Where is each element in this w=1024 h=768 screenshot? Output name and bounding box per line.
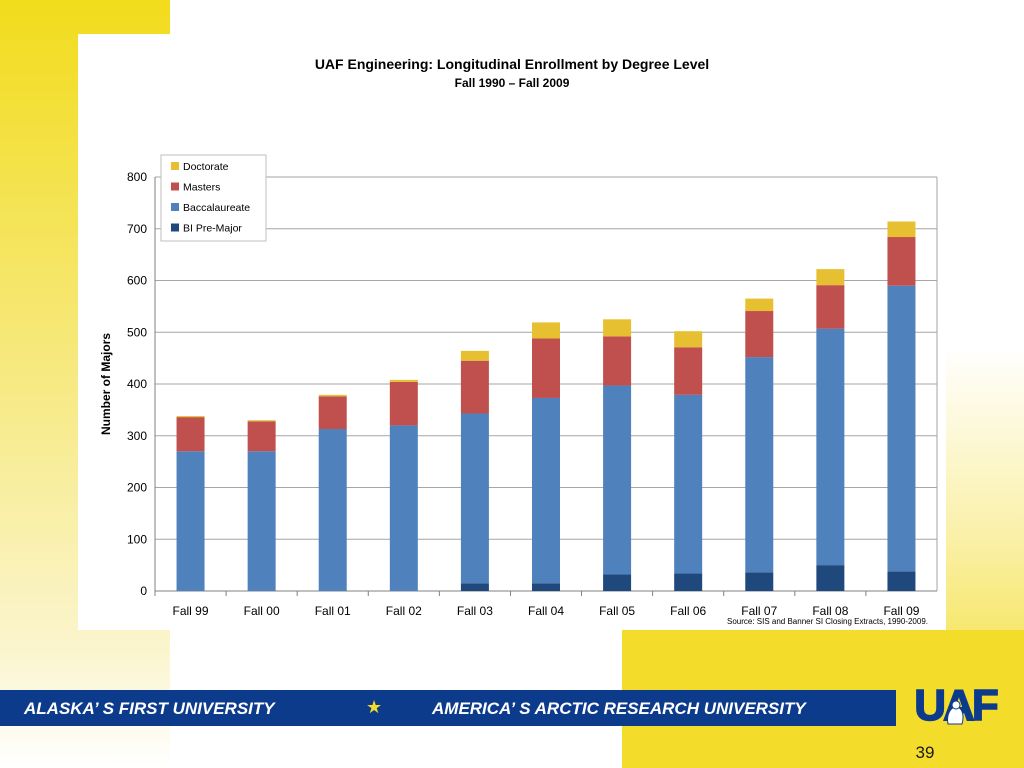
x-tick-label: Fall 06 bbox=[670, 604, 706, 618]
bar-segment bbox=[318, 429, 347, 591]
page-number: 39 bbox=[915, 743, 935, 762]
legend-swatch bbox=[171, 203, 179, 211]
x-tick-label: Fall 09 bbox=[883, 604, 919, 618]
y-tick-label: 100 bbox=[127, 532, 147, 546]
banner-left-text: ALASKA’ S FIRST UNIVERSITY bbox=[24, 699, 275, 718]
bar-segment bbox=[887, 285, 916, 572]
y-tick-label: 400 bbox=[127, 377, 147, 391]
slide-title: UAF Engineering: Longitudinal Enrollment… bbox=[314, 56, 710, 72]
source-note: Source: SIS and Banner SI Closing Extrac… bbox=[726, 617, 928, 626]
x-tick-label: Fall 04 bbox=[528, 604, 564, 618]
bar-segment bbox=[318, 394, 347, 397]
bar-segment bbox=[816, 565, 845, 591]
bar-segment bbox=[460, 350, 489, 361]
bar-segment bbox=[247, 451, 276, 591]
bar-segment bbox=[674, 347, 703, 395]
x-tick-label: Fall 01 bbox=[315, 604, 351, 618]
bar-segment bbox=[532, 397, 560, 584]
bar-segment bbox=[460, 583, 489, 591]
bar-segment bbox=[887, 221, 916, 238]
legend-entry: Baccalaureate bbox=[183, 202, 250, 214]
bar-segment bbox=[816, 285, 845, 329]
x-tick-label: Fall 05 bbox=[599, 604, 635, 618]
legend-swatch bbox=[171, 182, 179, 191]
slide-subtitle: Fall 1990 – Fall 2009 bbox=[454, 76, 570, 90]
x-tick-label: Fall 02 bbox=[386, 604, 422, 618]
bar-segment bbox=[745, 357, 774, 573]
bar-segment bbox=[389, 381, 418, 426]
bar-segment bbox=[247, 421, 276, 452]
x-tick-label: Fall 00 bbox=[244, 604, 280, 618]
bar-segment bbox=[887, 237, 916, 286]
bar-segment bbox=[532, 338, 560, 398]
bar-segment bbox=[603, 385, 632, 575]
bar-segment bbox=[176, 451, 205, 591]
bar-segment bbox=[389, 425, 418, 591]
bar-segment bbox=[887, 571, 916, 591]
x-tick-label: Fall 03 bbox=[457, 604, 493, 618]
footer-banner: ALASKA’ S FIRST UNIVERSITY ★ AMERICA’ S … bbox=[0, 690, 896, 726]
bar-segment bbox=[176, 416, 205, 418]
y-tick-label: 0 bbox=[140, 584, 147, 598]
bar-segment bbox=[460, 360, 489, 414]
bar-segment bbox=[247, 420, 276, 422]
x-tick-label: Fall 07 bbox=[741, 604, 777, 618]
y-tick-label: 200 bbox=[127, 481, 147, 495]
bar-segment bbox=[674, 331, 703, 348]
x-tick-label: Fall 99 bbox=[173, 604, 209, 618]
bar-segment bbox=[745, 298, 774, 312]
legend-entry: Masters bbox=[183, 182, 220, 194]
bar-segment bbox=[816, 328, 845, 566]
bar-segment bbox=[745, 572, 774, 591]
y-tick-label: 300 bbox=[127, 429, 147, 443]
bar-segment bbox=[603, 574, 632, 591]
bar-segment bbox=[816, 269, 845, 286]
bar-segment bbox=[674, 394, 703, 574]
legend-swatch bbox=[171, 162, 179, 170]
uaf-nanook-logo-icon: UAF bbox=[914, 680, 1000, 728]
bar-segment bbox=[176, 417, 205, 452]
star-icon: ★ bbox=[366, 697, 383, 717]
y-tick-label: 700 bbox=[127, 222, 147, 236]
y-axis-label: Number of Majors bbox=[99, 333, 113, 435]
x-tick-label: Fall 08 bbox=[812, 604, 848, 618]
bar-segment bbox=[318, 396, 347, 430]
y-tick-label: 500 bbox=[127, 325, 147, 339]
bar-segment bbox=[674, 573, 703, 591]
bar-segment bbox=[389, 379, 418, 382]
legend-entry: BI Pre-Major bbox=[183, 223, 242, 235]
y-tick-label: 800 bbox=[127, 170, 147, 184]
bar-segment bbox=[745, 311, 774, 358]
bar-segment bbox=[603, 336, 632, 386]
y-tick-label: 600 bbox=[127, 274, 147, 288]
banner-right-text: AMERICA’ S ARCTIC RESEARCH UNIVERSITY bbox=[432, 699, 806, 718]
bar-segment bbox=[532, 322, 560, 339]
bar-segment bbox=[532, 583, 560, 591]
legend-swatch bbox=[171, 223, 179, 232]
bar-segment bbox=[603, 319, 632, 337]
legend-entry: Doctorate bbox=[183, 161, 229, 173]
bar-segment bbox=[460, 413, 489, 584]
